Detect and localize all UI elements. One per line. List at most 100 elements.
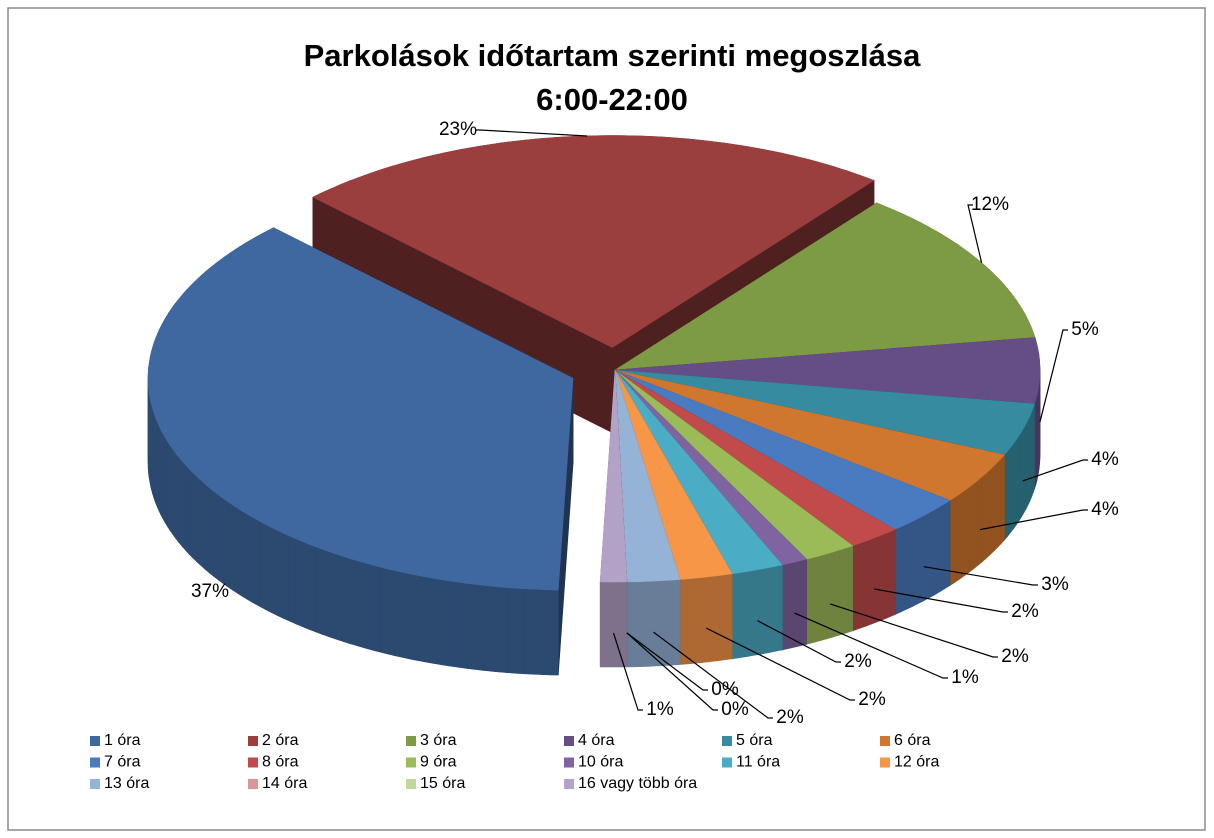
legend-label: 12 óra	[894, 754, 939, 771]
data-label: 1%	[646, 699, 674, 720]
slice-side	[213, 490, 219, 581]
legend-swatch	[248, 757, 258, 768]
legend-label: 6 óra	[894, 732, 931, 749]
legend-swatch	[406, 757, 416, 768]
slice-side	[954, 493, 961, 583]
slice-side	[613, 581, 621, 668]
slice-side	[242, 511, 249, 601]
slice-side	[387, 568, 396, 657]
data-labels: 37%23%12%5%4%4%3%2%2%1%2%2%2%0%0%1%	[191, 119, 1119, 728]
slice-side	[641, 580, 651, 667]
slice-side	[524, 588, 534, 675]
legend-label: 2 óra	[262, 732, 299, 749]
leader-line	[612, 632, 643, 711]
slice-side	[204, 483, 210, 574]
slice-side	[912, 518, 919, 607]
data-label: 37%	[191, 581, 229, 602]
legend-label: 4 óra	[578, 732, 615, 749]
slice-side	[289, 535, 297, 625]
slice-side	[474, 584, 484, 671]
legend-swatch	[248, 779, 258, 789]
slice-top	[599, 369, 628, 583]
slice	[312, 135, 875, 434]
slice-side	[458, 581, 467, 669]
leader-line	[757, 620, 841, 663]
slice-top	[614, 369, 951, 530]
slice-top	[614, 369, 854, 560]
slice-top	[614, 369, 681, 583]
slice-side	[619, 581, 628, 668]
slice-top	[614, 369, 1005, 501]
leader-line	[923, 566, 1038, 586]
slice-side	[985, 468, 991, 559]
slice-side	[870, 536, 878, 625]
leader-line	[829, 603, 998, 658]
slice-side	[664, 579, 673, 666]
slice-side	[342, 556, 351, 645]
leader-line	[1039, 329, 1068, 422]
slice-side	[656, 580, 666, 667]
legend-swatch	[564, 757, 574, 768]
legend-label: 1 óra	[104, 732, 141, 749]
slice-side	[379, 566, 388, 655]
slice-side	[350, 558, 358, 647]
slice-side	[997, 457, 1002, 549]
slice-side	[499, 586, 509, 674]
slice-top	[147, 227, 574, 591]
slice-top	[614, 369, 733, 580]
slice-side	[1018, 430, 1022, 522]
slice-side	[900, 523, 908, 613]
slice-side	[248, 514, 255, 604]
legend-label: 13 óra	[104, 775, 149, 792]
data-label: 1%	[951, 667, 979, 688]
legend-label: 5 óra	[736, 732, 773, 749]
slice-side	[794, 560, 801, 648]
slice-side	[482, 585, 492, 672]
slice-side	[417, 575, 427, 663]
slice-side	[308, 543, 316, 633]
slice-side	[162, 433, 166, 523]
slice-side	[964, 486, 970, 577]
slice-side	[222, 497, 228, 588]
slice-side	[507, 587, 517, 674]
slice-side	[175, 452, 180, 544]
slice-side	[295, 538, 303, 628]
legend-swatch	[880, 757, 890, 768]
slice-side	[302, 541, 310, 630]
legend-label: 15 óra	[420, 775, 465, 792]
leader-line	[874, 588, 1008, 613]
slice-side	[672, 579, 681, 666]
slice-side	[959, 490, 965, 580]
slice-side	[1007, 446, 1012, 537]
slice-top	[614, 337, 1041, 405]
slice-side	[1013, 438, 1017, 530]
slice-side	[731, 572, 740, 660]
data-label: 23%	[439, 119, 477, 140]
slice-side	[800, 558, 807, 647]
slice-side	[973, 479, 979, 570]
slice-side	[410, 573, 419, 661]
slice-side	[160, 429, 164, 519]
slice-side	[322, 548, 330, 638]
legend-label: 10 óra	[578, 754, 623, 771]
slice-side	[839, 547, 847, 636]
slice-side	[276, 529, 284, 619]
slice-side	[394, 570, 404, 658]
slice-side	[264, 523, 272, 613]
slice-side	[232, 504, 239, 594]
slice-side	[687, 577, 696, 665]
slice-side	[237, 507, 244, 598]
leader-line	[794, 612, 948, 679]
slice-side	[746, 569, 755, 657]
chart-title: 6:00-22:00	[536, 82, 688, 117]
data-label: 12%	[971, 194, 1009, 215]
slice-side	[425, 576, 435, 664]
slice-side	[876, 533, 884, 623]
slice-side	[172, 448, 177, 540]
legend-swatch	[90, 757, 100, 768]
slice-side	[208, 486, 214, 577]
legend-swatch	[880, 736, 890, 746]
slice-side	[372, 564, 381, 653]
slice-side	[717, 574, 726, 662]
